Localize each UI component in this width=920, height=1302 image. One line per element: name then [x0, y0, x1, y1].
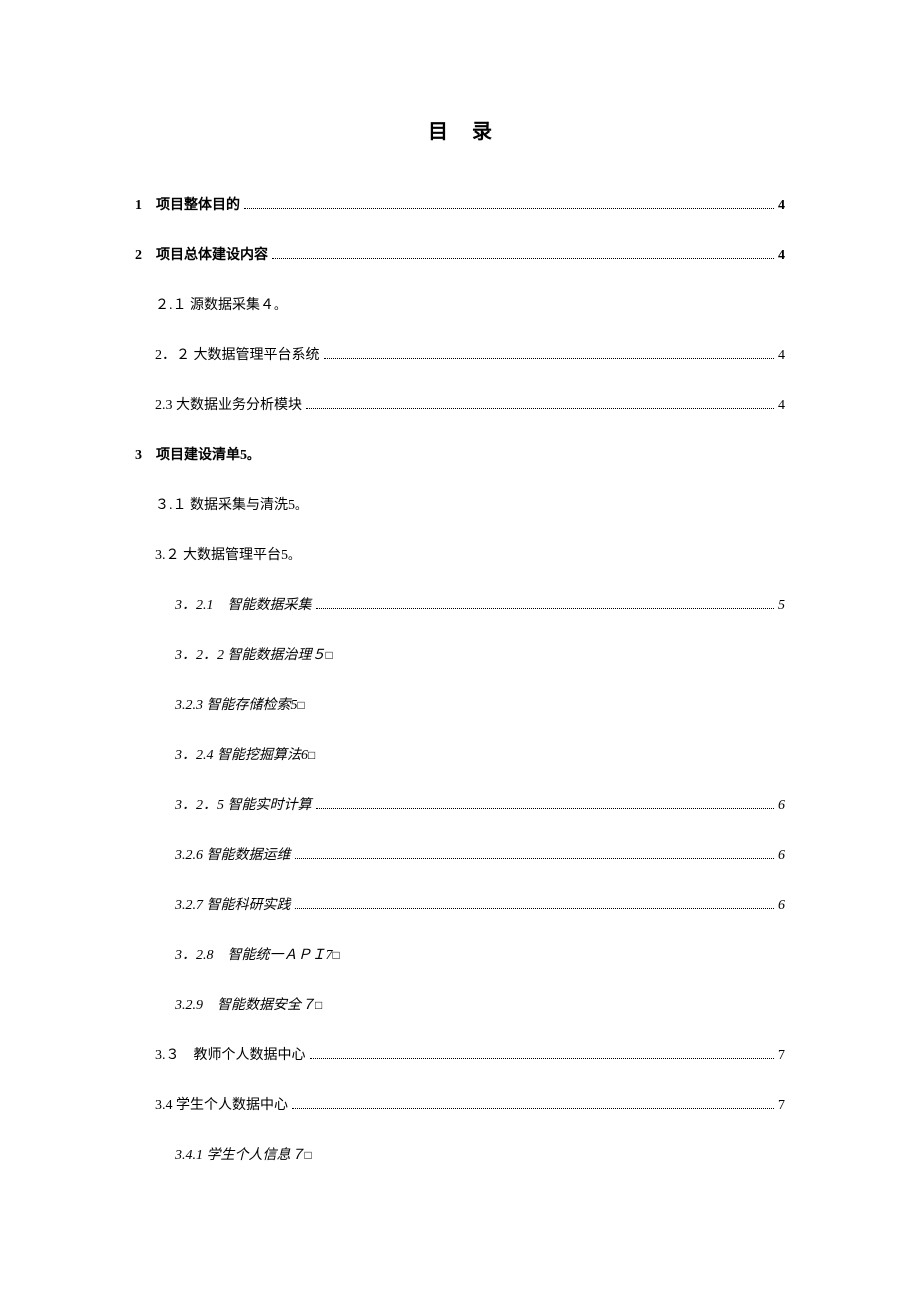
toc-title: 目录	[135, 115, 785, 144]
toc-entry: 3．2．2 智能数据治理５□	[135, 644, 785, 664]
toc-leader	[316, 608, 775, 609]
toc-entry-label: 2.3 大数据业务分析模块	[155, 394, 302, 414]
toc-entry: 3．2．5 智能实时计算 6	[135, 794, 785, 814]
toc-leader	[324, 358, 775, 359]
toc-entry-label: 3．2.8 智能统一ＡＰＩ7	[175, 944, 333, 964]
toc-entry: 3 项目建设清单5。	[135, 444, 785, 464]
toc-entry-label: 3.2.7 智能科研实践	[175, 894, 291, 914]
toc-entry-label: 3.2.6 智能数据运维	[175, 844, 291, 864]
toc-entry-page: 6	[778, 798, 785, 814]
toc-entry: 3.2.6 智能数据运维 6	[135, 844, 785, 864]
toc-entry-suffix: □	[315, 998, 322, 1013]
toc-entry: 2.3 大数据业务分析模块 4	[135, 394, 785, 414]
toc-entry: 3.4.1 学生个人信息７□	[135, 1144, 785, 1164]
toc-entry: 3．2.1 智能数据采集 5	[135, 594, 785, 614]
toc-leader	[306, 408, 774, 409]
toc-entry-page: 4	[778, 198, 785, 214]
toc-entry: 2 项目总体建设内容 4	[135, 244, 785, 264]
toc-entry-label: 3.2.9 智能数据安全７	[175, 994, 315, 1014]
toc-entry-suffix: 。	[274, 296, 286, 313]
toc-leader	[244, 208, 774, 209]
toc-entry: 2．２ 大数据管理平台系统 4	[135, 344, 785, 364]
toc-leader	[295, 908, 775, 909]
toc-entry-label: 3 项目建设清单5	[135, 444, 247, 464]
toc-entry: 3．2.4 智能挖掘算法6□	[135, 744, 785, 764]
toc-entry: 3.2.7 智能科研实践 6	[135, 894, 785, 914]
toc-leader	[310, 1058, 775, 1059]
toc-entry-suffix: □	[298, 698, 305, 713]
toc-entry-page: 7	[778, 1048, 785, 1064]
toc-entry: 3.2.3 智能存储检索5□	[135, 694, 785, 714]
toc-entry-label: 3．2．5 智能实时计算	[175, 794, 312, 814]
toc-entry-suffix: 。	[247, 446, 259, 463]
toc-entry-label: 3．2.1 智能数据采集	[175, 594, 312, 614]
toc-entry-page: 4	[778, 248, 785, 264]
toc-entry-label: ３.１ 数据采集与清洗5	[155, 494, 295, 514]
toc-leader	[295, 858, 775, 859]
toc-entry-page: 7	[778, 1098, 785, 1114]
toc-entry-label: 2 项目总体建设内容	[135, 244, 268, 264]
toc-entry-page: 4	[778, 348, 785, 364]
toc-entry-label: 2．２ 大数据管理平台系统	[155, 344, 320, 364]
toc-entry: 3.２ 大数据管理平台5。	[135, 544, 785, 564]
toc-entry: 3．2.8 智能统一ＡＰＩ7□	[135, 944, 785, 964]
toc-list: 1 项目整体目的 42 项目总体建设内容 4２.１ 源数据采集４。2．２ 大数据…	[135, 194, 785, 1164]
toc-leader	[272, 258, 774, 259]
toc-entry-label: 3.4.1 学生个人信息７	[175, 1144, 305, 1164]
toc-entry-suffix: 。	[288, 546, 300, 563]
toc-entry-suffix: 。	[295, 496, 307, 513]
toc-entry-suffix: □	[333, 948, 340, 963]
toc-entry-label: 3．2.4 智能挖掘算法6	[175, 744, 308, 764]
toc-entry: 3.4 学生个人数据中心 7	[135, 1094, 785, 1114]
toc-entry-label: 3.4 学生个人数据中心	[155, 1094, 288, 1114]
toc-entry-label: 3.２ 大数据管理平台5	[155, 544, 288, 564]
toc-entry-suffix: □	[308, 748, 315, 763]
toc-entry-label: 1 项目整体目的	[135, 194, 240, 214]
toc-entry-page: 6	[778, 848, 785, 864]
toc-entry-page: 6	[778, 898, 785, 914]
toc-entry: 3.３ 教师个人数据中心 7	[135, 1044, 785, 1064]
toc-entry: ３.１ 数据采集与清洗5。	[135, 494, 785, 514]
toc-entry-page: 4	[778, 398, 785, 414]
toc-entry-label: 3.３ 教师个人数据中心	[155, 1044, 306, 1064]
toc-entry: 3.2.9 智能数据安全７□	[135, 994, 785, 1014]
toc-leader	[316, 808, 775, 809]
toc-entry-label: 3.2.3 智能存储检索5	[175, 694, 298, 714]
document-page: 目录 1 项目整体目的 42 项目总体建设内容 4２.１ 源数据采集４。2．２ …	[0, 0, 920, 1164]
toc-entry: 1 项目整体目的 4	[135, 194, 785, 214]
toc-entry-label: ２.１ 源数据采集４	[155, 294, 274, 314]
toc-entry-suffix: □	[326, 648, 333, 663]
toc-entry-suffix: □	[305, 1148, 312, 1163]
toc-entry-label: 3．2．2 智能数据治理５	[175, 644, 326, 664]
toc-entry: ２.１ 源数据采集４。	[135, 294, 785, 314]
toc-entry-page: 5	[778, 598, 785, 614]
toc-leader	[292, 1108, 774, 1109]
